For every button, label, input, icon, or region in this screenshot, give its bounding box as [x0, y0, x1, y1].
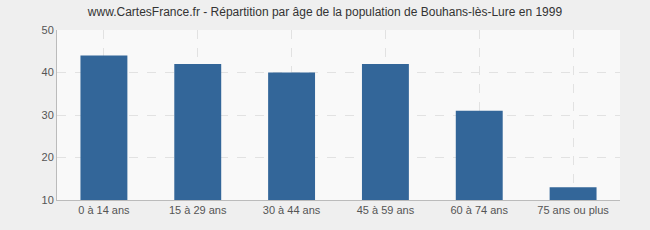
svg-text:0 à 14 ans: 0 à 14 ans — [78, 204, 130, 216]
svg-text:20: 20 — [42, 151, 54, 163]
svg-text:40: 40 — [42, 66, 54, 78]
svg-text:60 à 74 ans: 60 à 74 ans — [451, 204, 509, 216]
svg-text:45 à 59 ans: 45 à 59 ans — [357, 204, 415, 216]
svg-text:www.CartesFrance.fr - Répartit: www.CartesFrance.fr - Répartition par âg… — [87, 5, 563, 19]
svg-text:75 ans ou plus: 75 ans ou plus — [537, 204, 609, 216]
svg-text:50: 50 — [42, 24, 54, 36]
svg-text:10: 10 — [42, 194, 54, 206]
svg-text:15 à 29 ans: 15 à 29 ans — [169, 204, 227, 216]
svg-text:30 à 44 ans: 30 à 44 ans — [263, 204, 321, 216]
svg-text:30: 30 — [42, 109, 54, 121]
